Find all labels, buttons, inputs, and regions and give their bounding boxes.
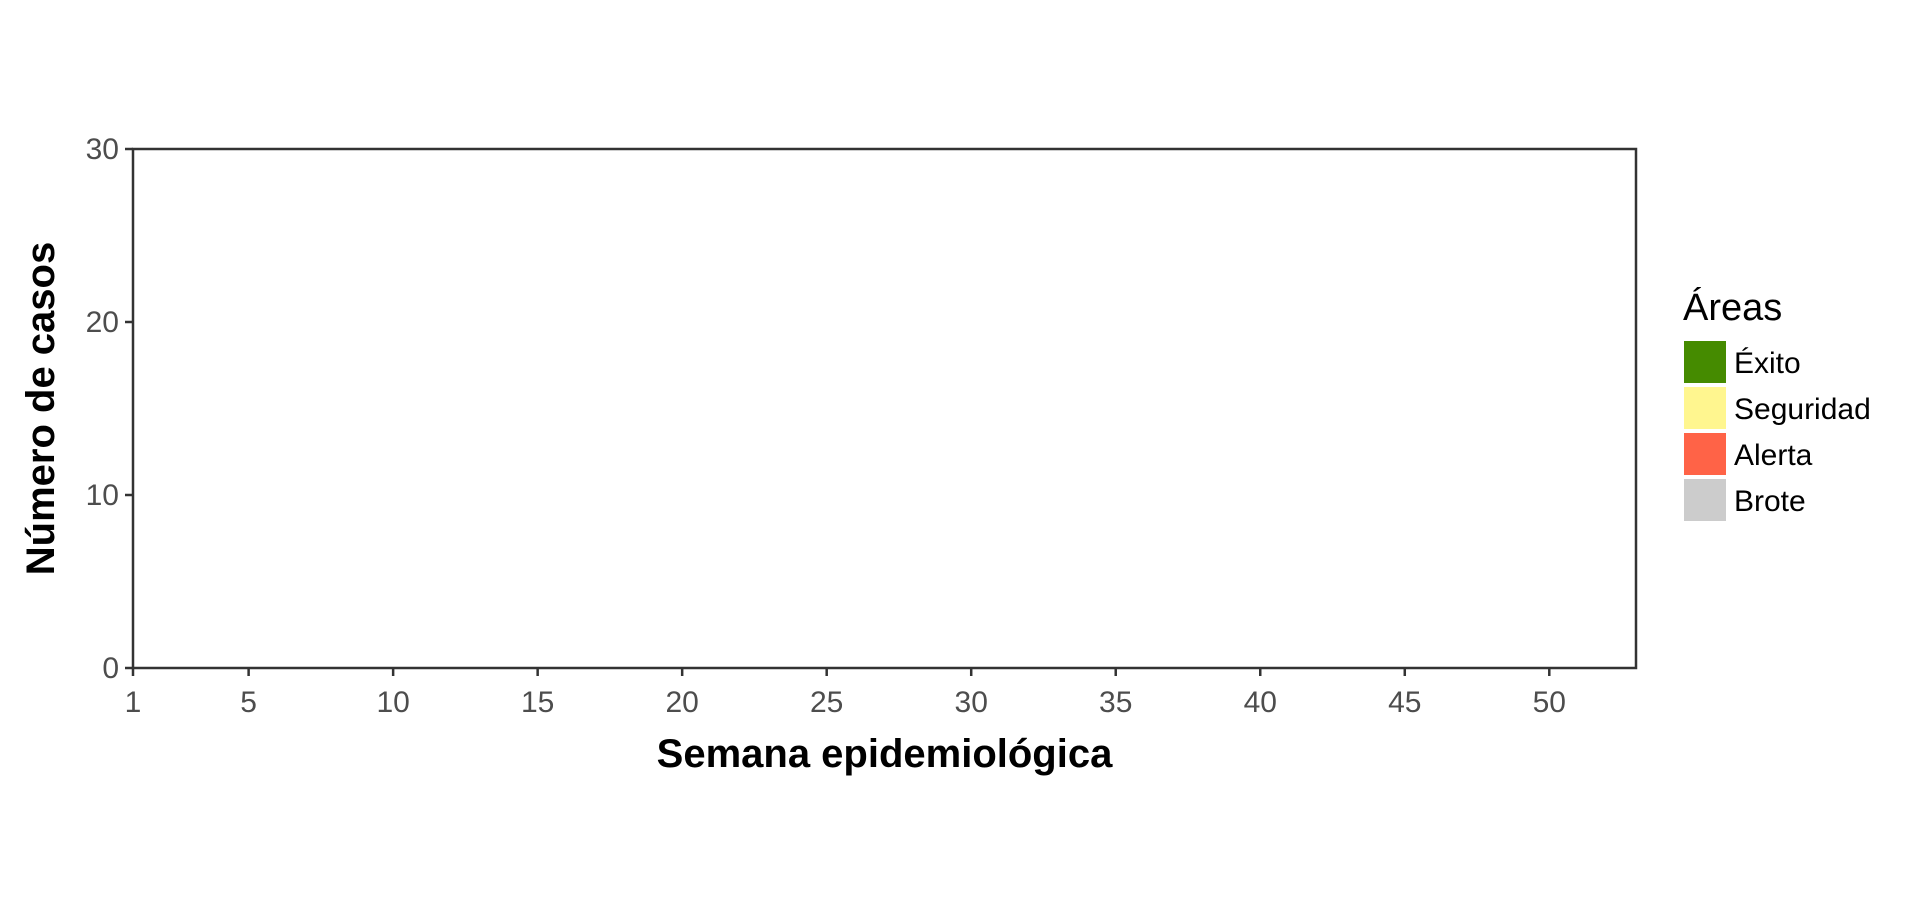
legend-label: Éxito (1734, 347, 1801, 380)
x-tick-label: 25 (810, 686, 843, 719)
x-tick-label: 1 (125, 686, 142, 719)
x-tick-label: 15 (521, 686, 554, 719)
legend-label: Seguridad (1734, 393, 1871, 426)
legend: Áreas Éxito Seguridad Alerta Brote (1683, 286, 1871, 521)
y-axis: 0 10 20 30 (86, 133, 133, 685)
panel-border (131, 147, 1638, 670)
legend-swatch (1684, 341, 1726, 383)
y-tick-label: 10 (86, 479, 119, 512)
x-tick-label: 30 (955, 686, 988, 719)
legend-swatch (1684, 433, 1726, 475)
y-tick-label: 20 (86, 306, 119, 339)
legend-swatch (1684, 479, 1726, 521)
y-axis-title: Número de casos (19, 242, 63, 575)
y-tick-label: 30 (86, 133, 119, 166)
x-tick-label: 5 (240, 686, 257, 719)
legend-swatch (1684, 387, 1726, 429)
x-tick-label: 40 (1244, 686, 1277, 719)
x-axis-title: Semana epidemiológica (657, 732, 1113, 776)
legend-title: Áreas (1683, 286, 1782, 329)
legend-label: Alerta (1734, 439, 1813, 472)
x-tick-label: 35 (1099, 686, 1132, 719)
plot-panel (131, 147, 1638, 670)
x-tick-label: 20 (665, 686, 698, 719)
x-tick-label: 45 (1388, 686, 1421, 719)
legend-items: Éxito Seguridad Alerta Brote (1684, 341, 1871, 521)
x-tick-label: 50 (1533, 686, 1566, 719)
y-tick-label: 0 (102, 652, 119, 685)
x-axis: 1 5 10 15 20 25 30 35 40 45 50 (125, 668, 1566, 719)
legend-label: Brote (1734, 485, 1806, 518)
x-tick-label: 10 (376, 686, 409, 719)
